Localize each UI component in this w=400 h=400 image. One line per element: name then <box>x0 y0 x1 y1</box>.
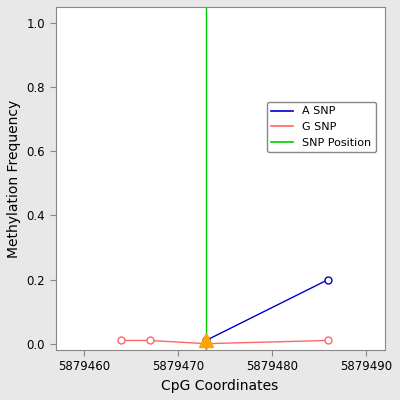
Legend: A SNP, G SNP, SNP Position: A SNP, G SNP, SNP Position <box>267 102 376 152</box>
X-axis label: CpG Coordinates: CpG Coordinates <box>162 379 279 393</box>
Y-axis label: Methylation Frequency: Methylation Frequency <box>7 99 21 258</box>
